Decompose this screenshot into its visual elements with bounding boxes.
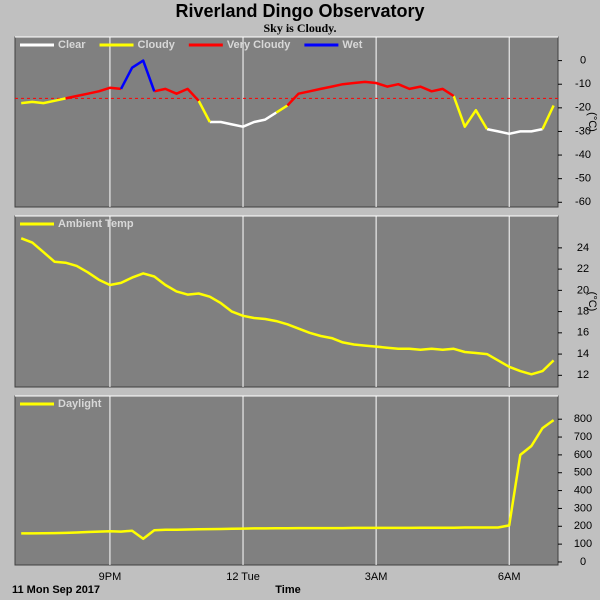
y-tick-label: -20: [575, 102, 591, 114]
y-tick-label: -10: [575, 78, 591, 90]
series-line: [209, 111, 543, 136]
y-tick-label: 100: [574, 538, 592, 550]
y-tick-label: 0: [580, 556, 586, 568]
y-tick-label: 400: [574, 484, 592, 496]
series-line: [119, 59, 156, 92]
chart-title: Riverland Dingo Observatory: [175, 1, 424, 21]
y-tick-label: -40: [575, 149, 591, 161]
y-tick-label: 14: [577, 348, 589, 360]
chart-subtitle: Sky is Cloudy.: [263, 21, 336, 35]
legend-label: Very Cloudy: [227, 39, 291, 51]
legend-label: Cloudy: [138, 39, 176, 51]
y-tick-label: 600: [574, 449, 592, 461]
y-axis-label: (°C): [586, 292, 598, 312]
y-tick-label: -30: [575, 125, 591, 137]
legend-label: Ambient Temp: [58, 218, 134, 230]
y-tick-label: 24: [577, 242, 589, 254]
legend-label: Clear: [58, 39, 86, 51]
plot-area: [14, 36, 559, 208]
y-tick-label: 18: [577, 305, 589, 317]
y-tick-label: 20: [577, 284, 589, 296]
y-tick-label: 200: [574, 520, 592, 532]
series-line: [20, 237, 555, 376]
y-axis-label: (°C): [586, 112, 598, 132]
x-tick-label: 3AM: [365, 571, 388, 583]
y-tick-label: 700: [574, 431, 592, 443]
legend-label: Daylight: [58, 398, 102, 410]
y-tick-label: 22: [577, 263, 589, 275]
x-start-label: 11 Mon Sep 2017: [12, 584, 100, 596]
series-line: [65, 80, 455, 107]
x-tick-label: 12 Tue: [226, 571, 260, 583]
y-tick-label: 16: [577, 327, 589, 339]
y-tick-label: -60: [575, 196, 591, 208]
series-line: [21, 95, 555, 130]
x-tick-label: 6AM: [498, 571, 521, 583]
y-tick-label: 500: [574, 467, 592, 479]
x-tick-label: 9PM: [99, 571, 122, 583]
x-axis-label: Time: [275, 584, 300, 596]
y-tick-label: -50: [575, 173, 591, 185]
plot-area: [14, 395, 559, 566]
plot-area: [14, 215, 559, 388]
y-tick-label: 800: [574, 413, 592, 425]
y-tick-label: 0: [580, 55, 586, 67]
legend-label: Wet: [342, 39, 362, 51]
y-tick-label: 12: [577, 369, 589, 381]
series-line: [21, 419, 555, 541]
y-tick-label: 300: [574, 502, 592, 514]
